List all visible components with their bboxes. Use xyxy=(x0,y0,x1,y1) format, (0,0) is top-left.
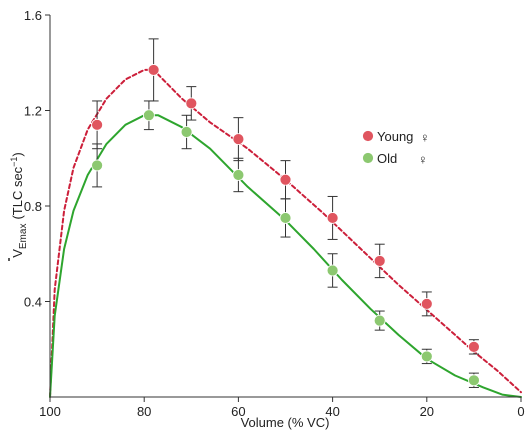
y-axis-title-main: V xyxy=(10,249,25,258)
data-point-old xyxy=(180,126,193,138)
legend-marker-old xyxy=(362,152,374,164)
plot-area xyxy=(49,38,522,398)
data-point-old xyxy=(232,169,245,181)
series-line-old xyxy=(49,114,522,398)
y-axis-title-close: ) xyxy=(10,152,25,156)
legend-label-young: Young xyxy=(377,129,413,144)
svg-text:VEmax(TLC sec−1): VEmax (TLC sec−1) xyxy=(9,152,29,258)
data-point-young xyxy=(232,133,245,146)
data-point-young xyxy=(147,64,160,76)
x-tick-label: 100 xyxy=(39,404,61,419)
data-point-young xyxy=(279,173,292,186)
data-point-old xyxy=(279,212,292,224)
x-tick-label: 60 xyxy=(231,404,245,419)
y-axis-title-exp: −1 xyxy=(9,157,19,167)
data-point-old xyxy=(326,264,339,277)
y-axis-title-units: (TLC sec xyxy=(10,166,25,219)
x-axis-title: Volume (% VC) xyxy=(241,415,330,430)
data-point-young xyxy=(185,97,198,110)
data-point-old xyxy=(143,109,155,122)
data-point-old xyxy=(467,374,480,387)
y-tick-label: 1.6 xyxy=(24,8,42,23)
data-point-old xyxy=(420,350,433,363)
data-point-old xyxy=(373,314,386,327)
data-point-young xyxy=(420,297,433,310)
legend-symbol-old: ♀ xyxy=(418,152,428,167)
data-point-young xyxy=(467,340,480,353)
legend: Young ♀ Old ♀ xyxy=(362,129,430,167)
y-axis-title: VEmax (TLC sec−1) xyxy=(8,152,29,261)
y-tick-label: 0.4 xyxy=(24,295,42,310)
data-point-young xyxy=(373,255,386,267)
data-point-young xyxy=(91,118,103,131)
y-tick-label: 1.2 xyxy=(24,104,42,119)
data-point-young xyxy=(326,212,339,224)
y-tick-label: 0.8 xyxy=(24,199,42,214)
legend-marker-young xyxy=(362,130,374,142)
y-axis-title-sub: Emax xyxy=(18,224,29,250)
legend-symbol-young: ♀ xyxy=(420,130,430,145)
legend-label-old: Old xyxy=(377,151,397,166)
x-tick-label: 80 xyxy=(137,404,151,419)
x-tick-label: 20 xyxy=(420,404,434,419)
data-point-old xyxy=(91,159,103,172)
x-tick-label: 40 xyxy=(325,404,339,419)
ticks: 100 80 60 40 20 0 0.4 0.8 1.2 1.6 xyxy=(24,8,525,419)
x-tick-label: 0 xyxy=(517,404,524,419)
